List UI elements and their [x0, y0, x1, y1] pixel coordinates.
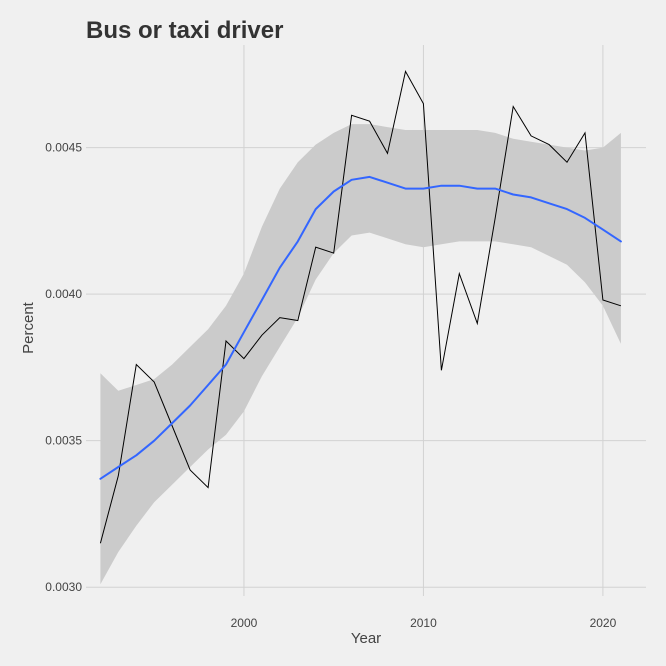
chart-title: Bus or taxi driver: [86, 17, 283, 44]
x-axis-ticks: 2000 2010 2020: [231, 616, 617, 630]
x-tick-label: 2000: [231, 616, 258, 630]
plot-panel: [86, 45, 646, 596]
percent-series-line: [99, 70, 622, 544]
y-tick-label: 0.0030: [45, 580, 82, 594]
confidence-band-layer: [100, 124, 621, 585]
x-tick-label: 2010: [410, 616, 437, 630]
y-tick-label: 0.0040: [45, 287, 82, 301]
x-axis-title: Year: [351, 630, 381, 647]
confidence-band: [100, 124, 621, 585]
y-tick-label: 0.0035: [45, 434, 82, 448]
data-line-layer: [99, 70, 622, 544]
y-tick-label: 0.0045: [45, 141, 82, 155]
y-axis-ticks: 0.0030 0.0035 0.0040 0.0045: [45, 141, 82, 595]
x-tick-label: 2020: [590, 616, 617, 630]
y-axis-title: Percent: [20, 301, 37, 354]
smooth-trend-line: [99, 175, 622, 480]
smooth-line-layer: [99, 175, 622, 480]
